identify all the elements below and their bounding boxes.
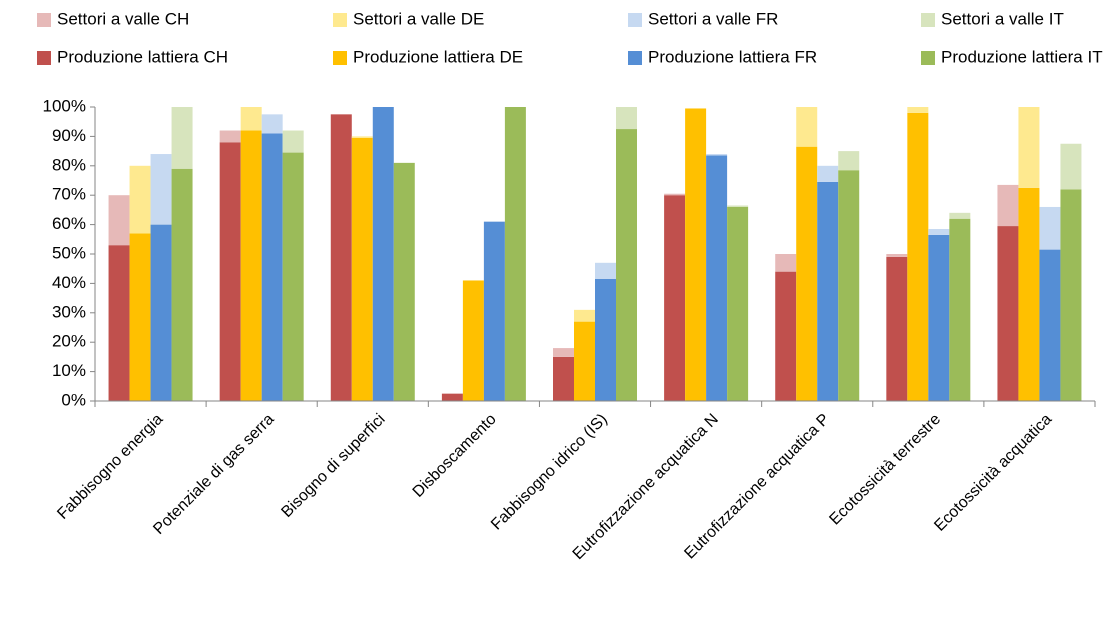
- bar: [462, 280, 484, 401]
- bar: [351, 137, 373, 401]
- bar: [949, 218, 971, 401]
- bar: [1018, 187, 1040, 401]
- bar: [261, 114, 283, 134]
- bar: [240, 130, 262, 401]
- bar: [171, 168, 193, 401]
- bar: [796, 107, 818, 147]
- x-tick-label: Disboscamento: [410, 411, 500, 501]
- y-tick-label: 20%: [52, 332, 86, 351]
- bar: [1060, 143, 1082, 190]
- legend-swatch: [333, 51, 347, 65]
- bar: [150, 154, 172, 225]
- bar: [595, 262, 616, 279]
- y-tick-label: 100%: [43, 96, 86, 115]
- x-tick-label: Ecotossicità acquatica: [931, 411, 1055, 535]
- bar: [129, 233, 151, 401]
- bar: [838, 170, 860, 401]
- legend-swatch: [37, 51, 51, 65]
- bar: [574, 309, 595, 322]
- bar: [441, 393, 463, 401]
- bar: [1018, 107, 1040, 188]
- bar: [129, 165, 151, 234]
- x-tick-label: Potenziale di gas serra: [150, 411, 277, 538]
- y-tick-label: 80%: [52, 155, 86, 174]
- legend-label: Produzione lattiera FR: [648, 47, 817, 66]
- bar: [685, 108, 707, 401]
- bar: [108, 245, 130, 401]
- legend-swatch: [628, 51, 642, 65]
- bar: [171, 107, 193, 169]
- y-tick-label: 40%: [52, 273, 86, 292]
- bar: [886, 254, 908, 257]
- bar: [664, 195, 686, 401]
- bar: [372, 107, 394, 401]
- y-tick-label: 10%: [52, 361, 86, 380]
- bar: [483, 221, 505, 401]
- bar: [775, 254, 797, 272]
- legend-label: Settori a valle IT: [941, 9, 1064, 28]
- y-tick-label: 30%: [52, 302, 86, 321]
- bar: [108, 195, 130, 246]
- bar: [949, 212, 971, 219]
- bar: [219, 130, 241, 143]
- bar: [282, 130, 304, 153]
- legend-label: Produzione lattiera CH: [57, 47, 228, 66]
- bar: [219, 142, 241, 401]
- legend-swatch: [37, 13, 51, 27]
- legend-swatch: [921, 51, 935, 65]
- x-tick-label: Fabbisogno idrico (IS): [488, 411, 611, 534]
- bar: [393, 162, 415, 401]
- bar: [282, 152, 304, 401]
- bar: [1039, 206, 1061, 250]
- y-tick-label: 50%: [52, 243, 86, 262]
- bar: [553, 356, 574, 401]
- bar: [727, 206, 749, 401]
- bar: [817, 165, 839, 182]
- bar: [928, 229, 950, 235]
- bar: [886, 256, 908, 401]
- legend-swatch: [628, 13, 642, 27]
- x-tick-label: Fabbisogno energia: [54, 411, 166, 523]
- bar: [838, 151, 860, 171]
- legend-swatch: [921, 13, 935, 27]
- bar: [616, 129, 637, 402]
- bar: [616, 107, 637, 130]
- bar: [907, 107, 929, 113]
- bar: [775, 271, 797, 401]
- legend-label: Settori a valle DE: [353, 9, 484, 28]
- bar: [240, 107, 262, 131]
- legend-label: Settori a valle CH: [57, 9, 189, 28]
- bar: [504, 107, 526, 401]
- bar: [706, 154, 728, 156]
- bar: [595, 278, 616, 401]
- bar: [553, 348, 574, 357]
- bar: [664, 193, 686, 196]
- y-tick-label: 60%: [52, 214, 86, 233]
- bar: [150, 224, 172, 401]
- y-tick-label: 70%: [52, 185, 86, 204]
- bar: [928, 234, 950, 401]
- y-tick-label: 90%: [52, 126, 86, 145]
- bar: [727, 205, 749, 207]
- bar: [261, 133, 283, 401]
- x-tick-label: Bisogno di superfici: [278, 411, 388, 521]
- bar: [351, 136, 373, 138]
- bar: [796, 146, 818, 401]
- bar: [997, 184, 1019, 227]
- legend-label: Produzione lattiera DE: [353, 47, 523, 66]
- bar: [1060, 189, 1082, 401]
- legend-swatch: [333, 13, 347, 27]
- bar: [1039, 249, 1061, 401]
- bar: [817, 181, 839, 401]
- x-tick-label: Ecotossicità terrestre: [826, 411, 944, 529]
- bar: [907, 112, 929, 401]
- y-tick-label: 0%: [61, 390, 86, 409]
- bar: [706, 155, 728, 401]
- legend-label: Produzione lattiera IT: [941, 47, 1103, 66]
- bar: [997, 226, 1019, 401]
- bar: [330, 114, 352, 401]
- legend-label: Settori a valle FR: [648, 9, 778, 28]
- bar: [574, 321, 595, 401]
